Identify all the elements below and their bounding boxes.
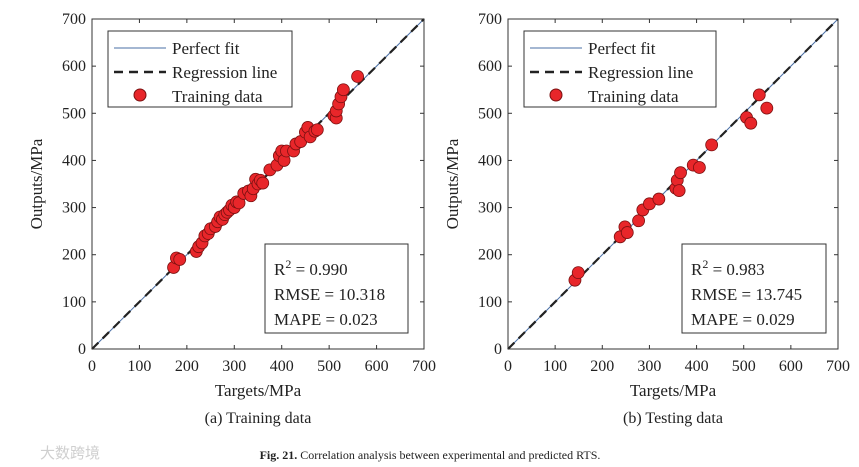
x-tick-label: 200 [175, 358, 199, 375]
legend-entry: Training data [588, 87, 679, 106]
x-tick-label: 400 [270, 358, 294, 375]
data-point [674, 166, 687, 180]
y-tick-label: 600 [62, 58, 86, 75]
legend-entry: Perfect fit [588, 39, 656, 58]
y-tick-label: 300 [478, 200, 502, 217]
data-point [336, 83, 350, 97]
x-tick-label: 700 [826, 358, 850, 375]
data-point [744, 116, 758, 130]
x-tick-label: 500 [317, 358, 341, 375]
plot-frame [507, 18, 839, 350]
y-tick-label: 300 [62, 200, 86, 217]
y-axis-label: Outputs/MPa [27, 138, 46, 229]
x-tick-label: 100 [543, 358, 567, 375]
data-point [620, 226, 634, 239]
mape-text: MAPE = 0.029 [691, 310, 795, 329]
stats-box [681, 243, 827, 334]
subplot-caption: (b) Testing data [623, 410, 723, 427]
x-tick-label: 400 [685, 358, 709, 375]
stats-box [264, 243, 409, 334]
mape-text: MAPE = 0.023 [274, 310, 378, 329]
legend-entry: Training data [172, 87, 263, 106]
y-tick-label: 0 [78, 341, 86, 358]
y-tick-label: 200 [62, 247, 86, 264]
data-point [310, 123, 324, 137]
x-axis-label: Targets/MPa [630, 381, 717, 400]
chart-training: 0 100 200 300 400 500 600 700 0 100 200 300 400 500 60… [27, 11, 436, 427]
y-tick-label: 0 [494, 341, 502, 358]
r2-text: R2 = 0.990 [274, 257, 348, 279]
data-point [173, 253, 187, 266]
data-point [256, 176, 270, 190]
data-point [693, 161, 706, 174]
y-tick-label: 400 [62, 152, 86, 169]
data-point [672, 184, 686, 198]
y-tick-label: 500 [62, 105, 86, 122]
x-tick-label: 100 [127, 358, 151, 375]
chart-testing: 0 100 200 300 400 500 600 700 0 100 200 300 400 500 60… [443, 11, 850, 427]
data-point [571, 266, 585, 280]
data-point [752, 88, 766, 102]
y-axis-label: Outputs/MPa [443, 138, 462, 229]
watermark: 大数跨境 [40, 444, 100, 462]
plot-frame [91, 18, 425, 350]
x-tick-label: 200 [590, 358, 614, 375]
y-tick-label: 200 [478, 247, 502, 264]
x-tick-label: 600 [779, 358, 803, 375]
y-tick-label: 100 [62, 294, 86, 311]
x-tick-label: 0 [88, 358, 96, 375]
r2-text: R2 = 0.983 [691, 257, 765, 279]
x-tick-label: 300 [637, 358, 661, 375]
x-tick-label: 500 [732, 358, 756, 375]
rmse-text: RMSE = 13.745 [691, 285, 802, 304]
regression-line [91, 18, 425, 350]
x-tick-label: 0 [504, 358, 512, 375]
data-point [632, 214, 645, 228]
x-tick-label: 300 [222, 358, 246, 375]
y-tick-label: 600 [478, 58, 502, 75]
y-tick-label: 100 [478, 294, 502, 311]
data-point [705, 138, 719, 152]
legend-entry: Perfect fit [172, 39, 240, 58]
x-axis-label: Targets/MPa [215, 381, 302, 400]
subplot-caption: (a) Training data [205, 410, 312, 427]
rmse-text: RMSE = 10.318 [274, 285, 385, 304]
legend-entry: Regression line [172, 63, 277, 82]
figure-caption: Fig. 21. Correlation analysis between ex… [260, 448, 601, 462]
data-point [351, 70, 365, 83]
data-point [760, 101, 774, 115]
x-tick-label: 700 [412, 358, 436, 375]
y-tick-label: 500 [478, 105, 502, 122]
y-tick-label: 700 [62, 11, 86, 28]
data-point [652, 192, 666, 206]
x-tick-label: 600 [365, 358, 389, 375]
y-tick-label: 700 [478, 11, 502, 28]
legend-entry: Regression line [588, 63, 693, 82]
y-tick-label: 400 [478, 152, 502, 169]
